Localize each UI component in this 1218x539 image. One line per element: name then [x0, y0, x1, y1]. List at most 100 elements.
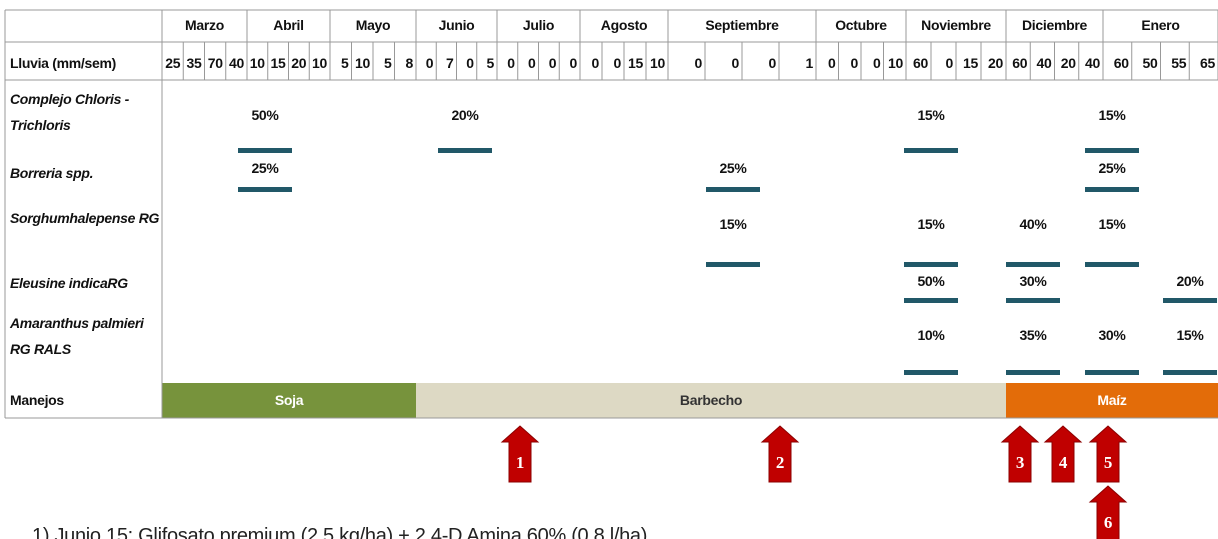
- efficacy-dash: [1006, 370, 1060, 375]
- efficacy-label: 25%: [251, 160, 279, 176]
- efficacy-label: 20%: [451, 107, 479, 123]
- efficacy-label: 30%: [1019, 273, 1047, 289]
- manejo-bar: [416, 383, 1006, 418]
- efficacy-label: 40%: [1019, 216, 1047, 232]
- rain-value: 25: [165, 55, 181, 71]
- manejo-label: Soja: [274, 392, 304, 408]
- month-header: Agosto: [600, 17, 648, 33]
- species-name: Borreria spp.: [10, 165, 94, 181]
- rain-value: 70: [207, 55, 223, 71]
- rain-value: 50: [1142, 55, 1158, 71]
- rain-value: 5: [486, 55, 495, 71]
- month-header: Julio: [522, 17, 555, 33]
- rain-value: 0: [731, 55, 740, 71]
- rain-value: 0: [466, 55, 474, 71]
- efficacy-label: 25%: [719, 160, 747, 176]
- month-header: Octubre: [835, 17, 887, 33]
- manejo-bar: [1006, 383, 1218, 418]
- efficacy-dash: [238, 187, 292, 192]
- month-header: Marzo: [185, 17, 224, 33]
- rain-value: 65: [1200, 55, 1215, 71]
- rain-value: 0: [828, 55, 836, 71]
- rain-value: 10: [355, 55, 370, 71]
- efficacy-dash: [438, 148, 492, 153]
- month-header: Junio: [438, 17, 475, 33]
- rain-value: 15: [270, 55, 286, 71]
- red-arrow: [1000, 425, 1040, 483]
- efficacy-label: 15%: [917, 216, 945, 232]
- rain-value: 20: [291, 55, 307, 71]
- rain-value: 15: [963, 55, 978, 71]
- rain-value: 0: [768, 55, 777, 71]
- rain-value: 0: [528, 55, 536, 71]
- rain-value: 7: [446, 55, 454, 71]
- rain-value: 55: [1171, 55, 1187, 71]
- species-name: Complejo Chloris - Trichloris: [10, 91, 130, 133]
- rain-value: 10: [650, 55, 665, 71]
- rain-value: 60: [1012, 55, 1028, 71]
- rain-value: 0: [425, 55, 434, 71]
- efficacy-dash: [1006, 298, 1060, 303]
- manejo-label: Maíz: [1097, 392, 1127, 408]
- efficacy-dash: [904, 262, 958, 267]
- rain-value: 35: [186, 55, 202, 71]
- arrow-number: 6: [1103, 513, 1113, 532]
- red-arrow: [760, 425, 800, 483]
- rain-value: 10: [888, 55, 903, 71]
- efficacy-dash: [1085, 148, 1139, 153]
- rain-value: 40: [1036, 55, 1052, 71]
- red-arrow: [1043, 425, 1083, 483]
- efficacy-label: 10%: [917, 327, 945, 343]
- row-label: Lluvia (mm/sem): [10, 55, 116, 71]
- efficacy-dash: [904, 370, 958, 375]
- month-header: Enero: [1141, 17, 1180, 33]
- red-arrow: [500, 425, 540, 483]
- rain-value: 10: [312, 55, 327, 71]
- month-header: Diciembre: [1022, 17, 1087, 33]
- note-text: 1) Junio 15: Glifosato premium (2.5 kg/h…: [32, 525, 648, 539]
- efficacy-dash: [1085, 262, 1139, 267]
- rain-value: 0: [591, 55, 600, 71]
- efficacy-label: 20%: [1176, 273, 1204, 289]
- efficacy-label: 35%: [1019, 327, 1047, 343]
- rain-value: 0: [945, 55, 954, 71]
- species-name: Amaranthus palmieri RG RALS: [10, 315, 144, 357]
- arrow-number: 3: [1015, 453, 1025, 472]
- rain-value: 0: [507, 55, 515, 71]
- rain-value: 0: [694, 55, 703, 71]
- month-header: Mayo: [355, 17, 391, 33]
- rain-value: 1: [805, 55, 814, 71]
- rain-value: 0: [569, 55, 578, 71]
- efficacy-dash: [904, 148, 958, 153]
- rain-value: 0: [548, 55, 557, 71]
- efficacy-dash: [904, 298, 958, 303]
- efficacy-dash: [1163, 370, 1217, 375]
- efficacy-dash: [706, 262, 760, 267]
- efficacy-label: 25%: [1098, 160, 1126, 176]
- rain-value: 5: [384, 55, 392, 71]
- arrow-number: 4: [1058, 453, 1068, 472]
- rain-value: 60: [913, 55, 928, 71]
- row-label: Manejos: [10, 392, 64, 408]
- efficacy-label: 15%: [1176, 327, 1204, 343]
- efficacy-label: 30%: [1098, 327, 1126, 343]
- month-header: Noviembre: [921, 17, 991, 33]
- efficacy-dash: [1163, 298, 1217, 303]
- rain-value: 40: [229, 55, 244, 71]
- species-name: Eleusine indicaRG: [10, 275, 128, 291]
- rain-value: 20: [1060, 55, 1076, 71]
- species-name: Sorghumhalepense RG: [10, 210, 160, 226]
- efficacy-label: 15%: [917, 107, 945, 123]
- rain-value: 8: [405, 55, 414, 71]
- efficacy-label: 50%: [917, 273, 945, 289]
- month-header: Septiembre: [705, 17, 779, 33]
- efficacy-label: 50%: [251, 107, 279, 123]
- rain-value: 0: [873, 55, 881, 71]
- rain-value: 0: [613, 55, 622, 71]
- rain-value: 40: [1085, 55, 1100, 71]
- efficacy-dash: [706, 187, 760, 192]
- rain-value: 5: [341, 55, 349, 71]
- efficacy-dash: [1085, 187, 1139, 192]
- efficacy-dash: [238, 148, 292, 153]
